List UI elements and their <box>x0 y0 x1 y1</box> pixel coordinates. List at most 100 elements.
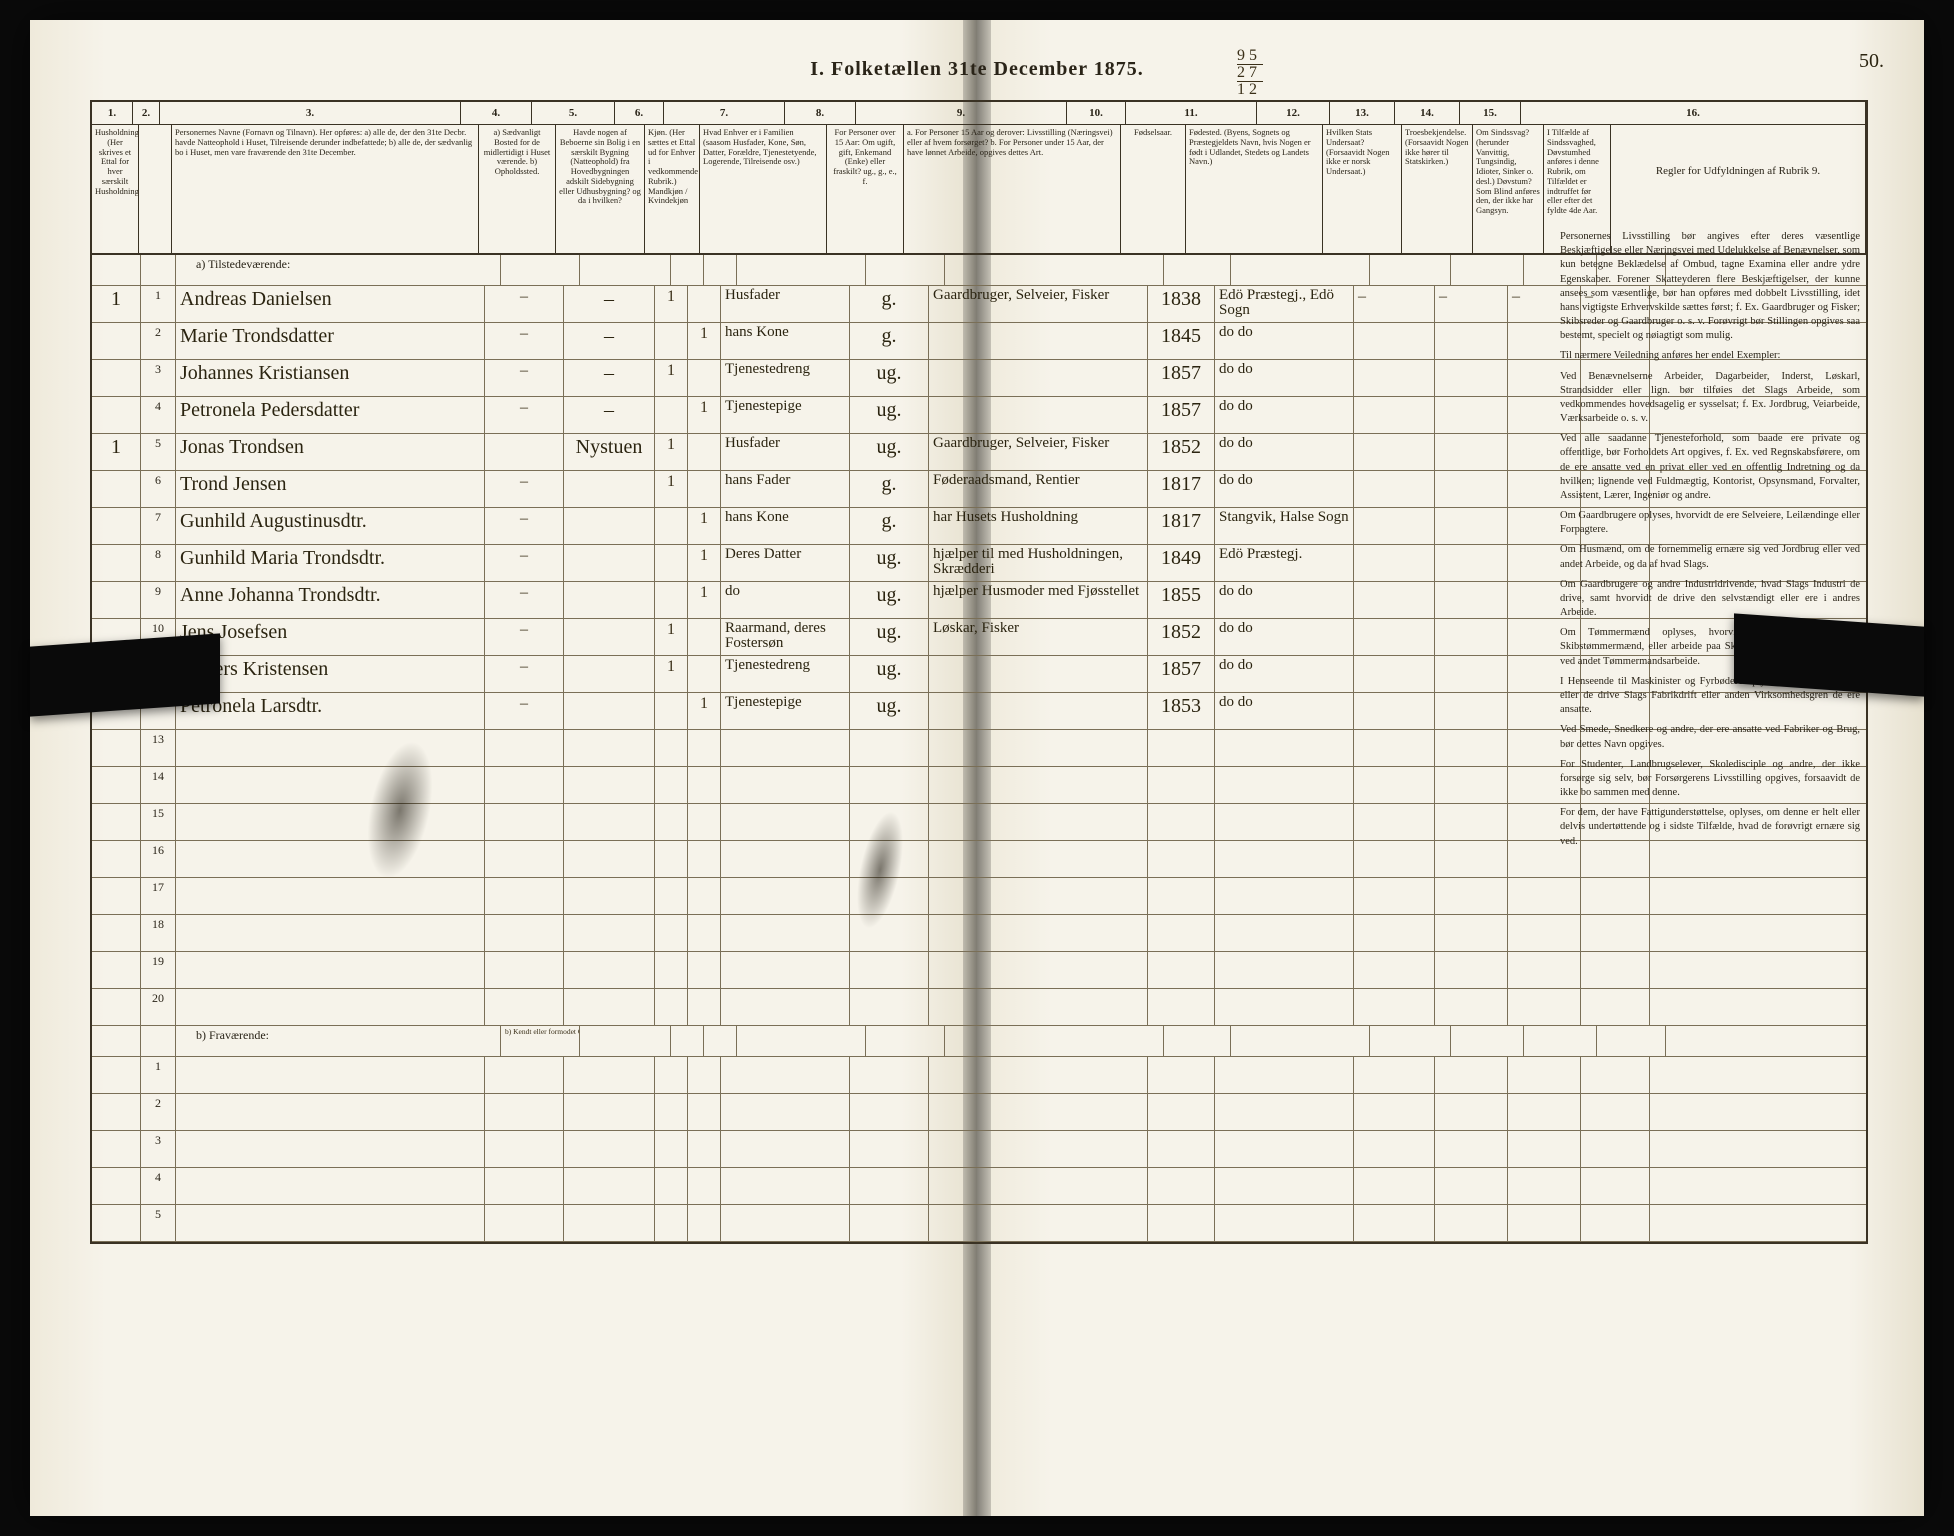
section-a-label: a) Tilstedeværende: <box>176 255 501 285</box>
col-head: Personernes Navne (Fornavn og Tilnavn). … <box>172 125 479 253</box>
cell-k <box>688 656 721 692</box>
cell-name <box>176 1057 485 1093</box>
blank <box>1231 255 1370 285</box>
blank <box>704 255 737 285</box>
cell-civ <box>850 1168 929 1204</box>
cell-s12 <box>1354 1094 1435 1130</box>
cell-yr <box>1148 804 1215 840</box>
cell-c4: – <box>485 360 564 396</box>
cell-m <box>655 730 688 766</box>
cell-s13 <box>1435 1168 1508 1204</box>
col-head: Husholdninger. (Her skrives et Ettal for… <box>92 125 139 253</box>
cell-yr <box>1148 1168 1215 1204</box>
rules-paragraph: Om Husmænd, om de fornemmelig ernære sig… <box>1560 543 1860 571</box>
cell-civ: ug. <box>850 656 929 692</box>
col-head: Kjøn. (Her sættes et Ettal ud for Enhver… <box>645 125 700 253</box>
rules-paragraph: Om Gaardbrugere oplyses, hvorvidt de ere… <box>1560 509 1860 537</box>
cell-n: 5 <box>141 1205 176 1241</box>
cell-yr <box>1148 878 1215 914</box>
cell-c4: – <box>485 693 564 729</box>
cell-c4: – <box>485 397 564 433</box>
cell-c5 <box>564 471 655 507</box>
colnum: 12. <box>1257 102 1330 124</box>
cell-s13 <box>1435 508 1508 544</box>
table-row: 4 <box>92 1168 1866 1205</box>
cell-yr: 1857 <box>1148 397 1215 433</box>
cell-place: do do <box>1215 582 1354 618</box>
cell-s15 <box>1581 1057 1650 1093</box>
cell-c4: – <box>485 323 564 359</box>
cell-civ: g. <box>850 508 929 544</box>
cell-place: do do <box>1215 619 1354 655</box>
col-head: a. For Personer 15 Aar og derover: Livss… <box>904 125 1121 253</box>
cell-n: 17 <box>141 878 176 914</box>
cell-occ <box>929 878 1148 914</box>
cell-s15 <box>1581 1168 1650 1204</box>
cell-hh <box>92 471 141 507</box>
cell-k: 1 <box>688 397 721 433</box>
cell-rel <box>721 952 850 988</box>
cell-name: Anders Kristensen <box>176 656 485 692</box>
rules-paragraph: Personernes Livsstilling bør angives eft… <box>1560 230 1860 343</box>
cell-s12 <box>1354 804 1435 840</box>
cell-occ <box>929 1094 1148 1130</box>
cell-name <box>176 1094 485 1130</box>
cell-place <box>1215 1168 1354 1204</box>
cell-hh <box>92 397 141 433</box>
blank <box>671 255 704 285</box>
blank <box>141 255 176 285</box>
cell-c4 <box>485 1094 564 1130</box>
cell-k <box>688 915 721 951</box>
cell-m <box>655 1168 688 1204</box>
cell-name <box>176 952 485 988</box>
cell-hh <box>92 360 141 396</box>
cell-hh <box>92 730 141 766</box>
cell-hh: 1 <box>92 286 141 322</box>
cell-place <box>1215 767 1354 803</box>
cell-occ <box>929 1057 1148 1093</box>
cell-s13 <box>1435 1131 1508 1167</box>
cell-s15 <box>1581 1094 1650 1130</box>
cell-name: Petronela Pedersdatter <box>176 397 485 433</box>
cell-civ <box>850 989 929 1025</box>
cell-hh <box>92 1131 141 1167</box>
right-clip <box>1734 613 1924 696</box>
blank <box>1451 1026 1524 1056</box>
cell-s12 <box>1354 952 1435 988</box>
cell-s14 <box>1508 878 1581 914</box>
blank <box>1370 1026 1451 1056</box>
cell-s13 <box>1435 878 1508 914</box>
cell-name <box>176 1205 485 1241</box>
cell-place: do do <box>1215 434 1354 470</box>
rules-paragraph: For Studenter, Landbrugselever, Skoledis… <box>1560 758 1860 801</box>
colnum: 15. <box>1460 102 1521 124</box>
cell-civ: ug. <box>850 693 929 729</box>
cell-m <box>655 508 688 544</box>
cell-c5 <box>564 841 655 877</box>
cell-name: Gunhild Maria Trondsdtr. <box>176 545 485 581</box>
cell-k <box>688 1131 721 1167</box>
cell-spacer <box>1650 878 1866 914</box>
table-body-b: 12345 <box>92 1057 1866 1242</box>
cell-s12 <box>1354 1205 1435 1241</box>
colnum: 1. <box>92 102 133 124</box>
cell-c5 <box>564 1131 655 1167</box>
cell-c4 <box>485 1057 564 1093</box>
cell-c4: – <box>485 471 564 507</box>
cell-s12 <box>1354 323 1435 359</box>
cell-rel: hans Kone <box>721 508 850 544</box>
cell-spacer <box>1650 1205 1866 1241</box>
blank <box>945 1026 1164 1056</box>
blank <box>1451 255 1524 285</box>
cell-civ: ug. <box>850 434 929 470</box>
cell-n: 2 <box>141 1094 176 1130</box>
cell-yr <box>1148 989 1215 1025</box>
cell-place <box>1215 730 1354 766</box>
cell-yr: 1845 <box>1148 323 1215 359</box>
cell-s13 <box>1435 767 1508 803</box>
colnum: 9. <box>856 102 1067 124</box>
cell-m <box>655 582 688 618</box>
section-b-label: b) Fraværende: <box>176 1026 501 1056</box>
cell-rel <box>721 730 850 766</box>
cell-name: Jens Josefsen <box>176 619 485 655</box>
